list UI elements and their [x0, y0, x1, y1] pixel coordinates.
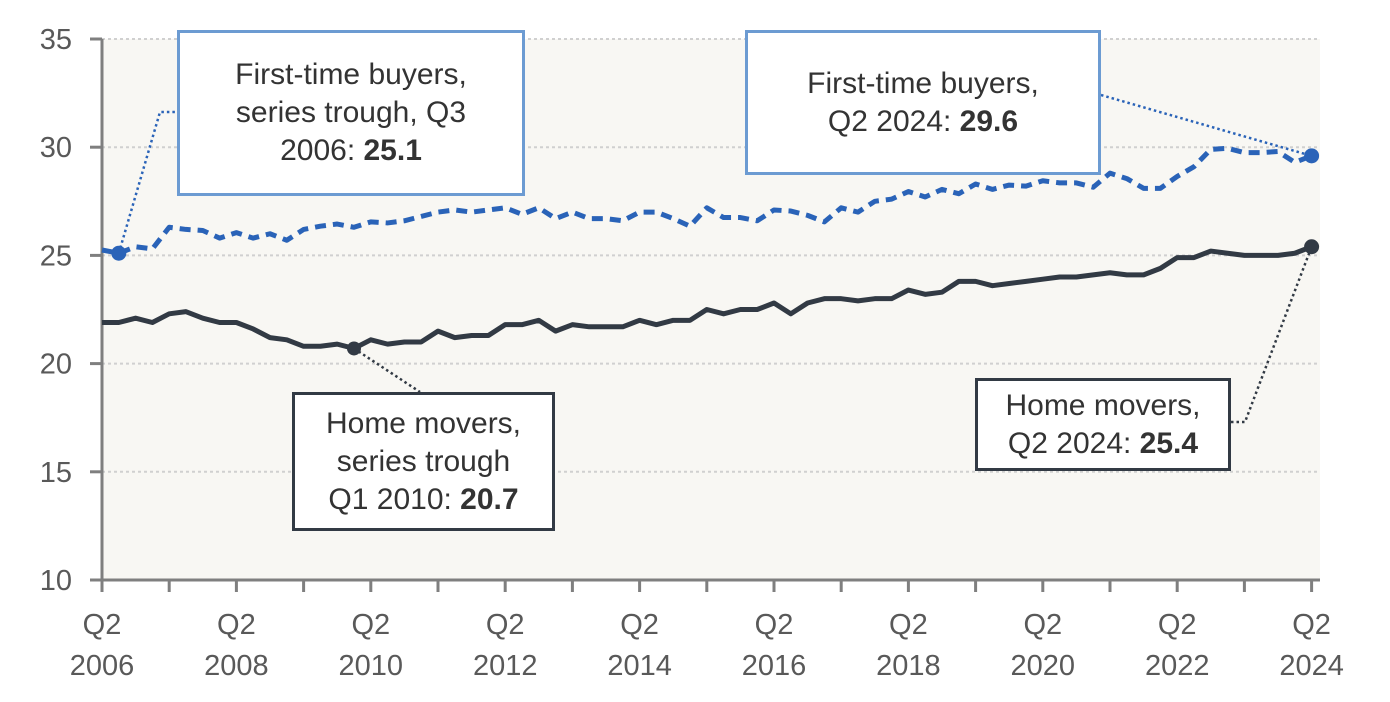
- series-line-home_movers: [102, 244, 1313, 351]
- x-tick-label-year: 2014: [607, 650, 672, 682]
- annotation-text: Q2 2024:: [827, 104, 960, 138]
- x-tick-label-quarter: Q2: [620, 609, 659, 641]
- leader-line-hm-trough: [353, 347, 421, 394]
- x-tick-label-year: 2012: [473, 650, 538, 682]
- annotation-text: Home movers,: [325, 406, 522, 440]
- x-tick-label-year: 2016: [742, 650, 807, 682]
- annotation-ftb-latest: First-time buyers, Q2 2024: 29.6: [745, 30, 1101, 175]
- y-tick-label: 30: [40, 132, 72, 164]
- annotation-value: 29.6: [959, 104, 1019, 138]
- annotation-text: series trough: [336, 444, 511, 478]
- x-tick-label-year: 2022: [1145, 650, 1210, 682]
- x-tick-label-quarter: Q2: [217, 609, 256, 641]
- x-tick-label-year: 2008: [204, 650, 269, 682]
- y-tick-label: 10: [40, 565, 72, 597]
- x-tick-label-quarter: Q2: [351, 609, 390, 641]
- annotation-value: 20.7: [460, 482, 519, 516]
- annotation-hm-latest: Home movers, Q2 2024: 25.4: [975, 378, 1231, 471]
- annotation-text: First-time buyers,: [235, 58, 467, 91]
- marker-hm-latest: [1304, 239, 1320, 255]
- marker-ftb-trough: [111, 245, 127, 261]
- marker-hm-trough: [347, 341, 361, 356]
- x-tick-label-quarter: Q2: [83, 609, 122, 641]
- annotation-text: Q2 2024:: [1007, 426, 1140, 460]
- annotation-ftb-trough: First-time buyers, series trough, Q3 200…: [177, 30, 525, 196]
- annotation-text: Q1 2010:: [328, 482, 461, 516]
- marker-ftb-latest: [1304, 148, 1320, 164]
- annotation-value: 25.4: [1139, 426, 1199, 460]
- annotation-hm-trough: Home movers, series trough Q1 2010: 20.7: [292, 392, 555, 531]
- x-tick-label-year: 2018: [876, 650, 941, 682]
- x-tick-label-quarter: Q2: [486, 609, 525, 641]
- annotation-text: 2006:: [280, 134, 364, 167]
- annotation-text: First-time buyers,: [807, 66, 1039, 100]
- x-tick-label-quarter: Q2: [1292, 609, 1331, 641]
- annotation-text: series trough, Q3: [235, 96, 467, 129]
- leader-line-hm-latest: [1231, 246, 1313, 424]
- leader-line-ftb-latest: [1100, 93, 1312, 158]
- x-tick-label-quarter: Q2: [1023, 609, 1062, 641]
- x-tick-label-year: 2010: [339, 650, 404, 682]
- x-tick-label-quarter: Q2: [889, 609, 928, 641]
- x-tick-label-year: 2024: [1279, 650, 1344, 682]
- x-tick-label-quarter: Q2: [1158, 609, 1197, 641]
- x-tick-label-quarter: Q2: [755, 609, 794, 641]
- y-tick-label: 15: [40, 457, 72, 489]
- y-tick-label: 20: [40, 349, 72, 381]
- series-line-first_time_buyers: [101, 145, 1313, 256]
- x-tick-label-year: 2006: [70, 650, 135, 682]
- annotation-text: Home movers,: [1005, 388, 1201, 422]
- y-tick-label: 35: [40, 24, 72, 56]
- y-tick-label: 25: [40, 240, 72, 272]
- annotation-value: 25.1: [363, 134, 422, 167]
- x-tick-label-year: 2020: [1011, 650, 1076, 682]
